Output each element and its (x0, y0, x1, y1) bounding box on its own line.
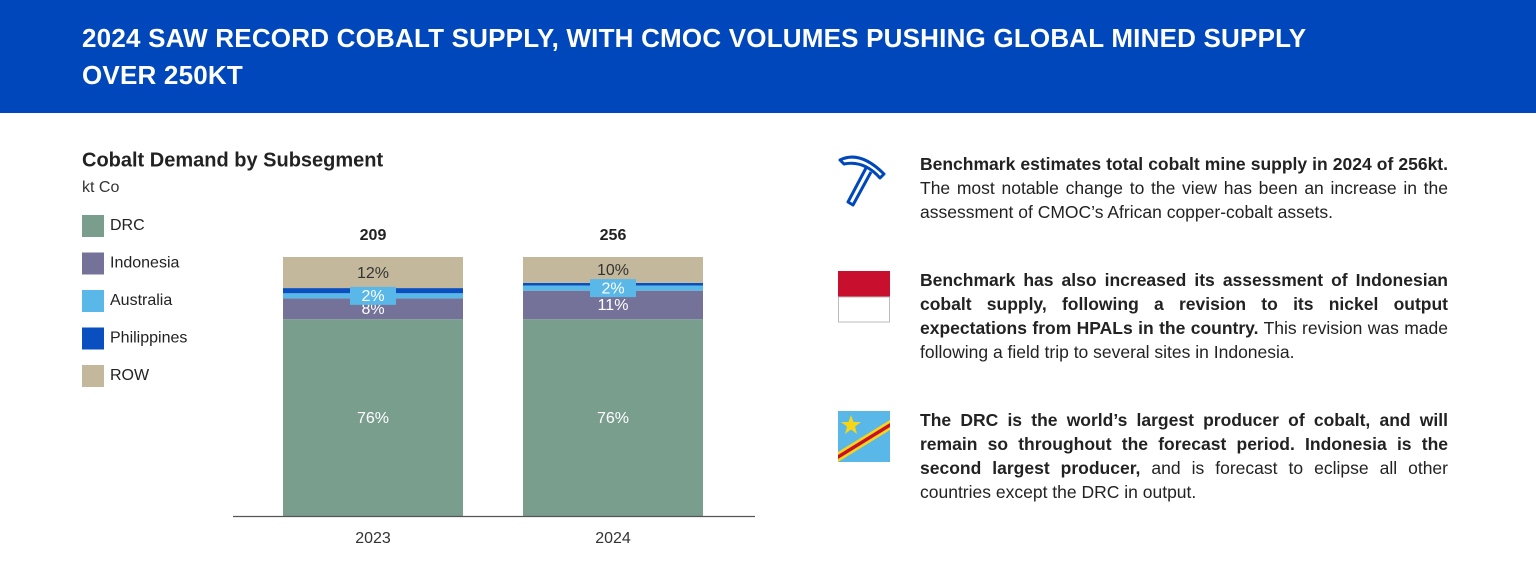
legend-swatch (82, 365, 104, 387)
header: 2024 SAW RECORD COBALT SUPPLY, WITH CMOC… (0, 0, 1536, 113)
note-bold: Benchmark has also increased its assessm… (920, 270, 1448, 338)
drc-flag (838, 411, 890, 462)
data-label: 11% (598, 297, 629, 314)
note: Benchmark has also increased its assessm… (920, 268, 1448, 364)
legend-swatch (82, 327, 104, 350)
legend-swatch (82, 215, 104, 237)
data-label: 10% (597, 262, 629, 279)
legend-label: ROW (110, 367, 150, 384)
note-text: The most notable change to the view has … (920, 178, 1448, 222)
data-label: 76% (357, 410, 389, 427)
note-text: and is forecast to eclipse all other cou… (920, 458, 1448, 502)
label-box (590, 279, 636, 298)
legend-swatch (82, 252, 104, 275)
bar-segment (283, 257, 463, 289)
chart-title: Cobalt Demand by Subsegment (82, 149, 383, 171)
chart: Cobalt Demand by Subsegment kt Co DRC Ind… (82, 149, 755, 547)
data-label: 8% (361, 301, 384, 318)
bar-segment (523, 319, 703, 516)
chart-subtitle: kt Co (82, 179, 119, 196)
header-title: 2024 SAW RECORD COBALT SUPPLY, WITH CMOC… (82, 23, 1306, 90)
total-label: 256 (600, 227, 627, 244)
bar-segment (523, 257, 703, 283)
bar-segment (283, 298, 463, 320)
note-bold: The DRC is the world’s largest producer … (920, 410, 1448, 478)
bar-segment (283, 319, 463, 516)
x-tick-label: 2023 (355, 530, 391, 547)
note-bold: Benchmark estimates total cobalt mine su… (920, 154, 1448, 174)
data-label: 76% (597, 410, 629, 427)
pickaxe-icon (838, 155, 886, 207)
indonesia-flag (838, 271, 890, 323)
legend-label: Australia (110, 292, 172, 309)
label-box (350, 286, 396, 305)
legend-swatch (82, 290, 104, 312)
x-tick-label: 2024 (595, 530, 631, 547)
data-label: 2% (361, 288, 384, 305)
legend-label: DRC (110, 217, 145, 234)
data-label: 12% (357, 265, 389, 282)
note: Benchmark estimates total cobalt mine su… (920, 152, 1448, 224)
total-label: 209 (360, 227, 387, 244)
note: The DRC is the world’s largest producer … (920, 408, 1448, 504)
legend-label: Philippines (110, 330, 187, 347)
note-text: This revision was made following a field… (920, 318, 1449, 362)
legend-label: Indonesia (110, 255, 179, 272)
data-label: 2% (601, 280, 624, 297)
